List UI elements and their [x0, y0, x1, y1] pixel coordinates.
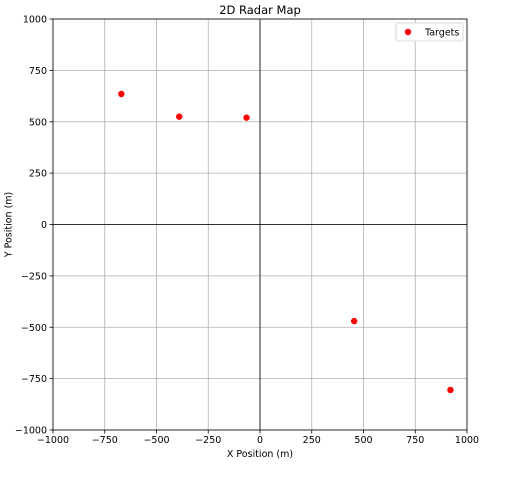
- data-point: [118, 90, 125, 98]
- data-point: [447, 386, 454, 394]
- data-point: [243, 114, 250, 121]
- legend-label-targets: Targets: [424, 28, 459, 39]
- y-tick-label: 250: [29, 169, 47, 180]
- y-tick-label: −500: [21, 323, 47, 334]
- y-tick-label: −1000: [15, 426, 47, 437]
- x-tick-label: 1000: [455, 435, 479, 446]
- chart-title: 2D Radar Map: [219, 3, 301, 17]
- x-tick-label: 0: [257, 435, 263, 446]
- y-tick-label: 0: [41, 220, 47, 231]
- data-point: [350, 317, 358, 325]
- y-tick-label: 500: [29, 117, 47, 128]
- y-tick-label: −250: [21, 271, 47, 282]
- x-tick-label: −500: [143, 435, 169, 446]
- y-tick-label: 750: [29, 66, 47, 77]
- y-tick-label: −750: [21, 374, 47, 385]
- axis-ticks: −1000 −750 −500 −250 0 250 500 750 1000 −1000 −750…: [15, 15, 479, 447]
- y-tick-label: 1000: [23, 15, 47, 26]
- data-point: [176, 113, 183, 120]
- x-tick-label: −1000: [37, 435, 69, 446]
- zero-lines: [53, 19, 467, 430]
- x-tick-label: −750: [92, 435, 118, 446]
- x-axis-label: X Position (m): [227, 449, 293, 460]
- x-tick-label: 750: [406, 435, 424, 446]
- x-tick-label: 250: [303, 435, 321, 446]
- x-tick-label: −250: [195, 435, 221, 446]
- y-axis-label: Y Position (m): [4, 192, 15, 259]
- legend-marker-targets: [404, 28, 412, 36]
- legend: Targets: [395, 22, 464, 42]
- data-points: [118, 90, 454, 394]
- x-tick-label: 500: [354, 435, 372, 446]
- legend-box: [395, 22, 464, 42]
